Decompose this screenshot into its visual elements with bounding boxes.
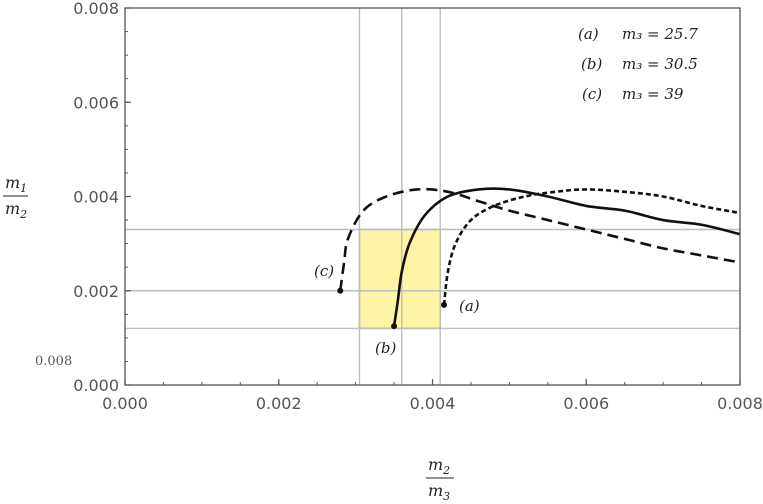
y-tick-label: 0.008 xyxy=(73,0,119,18)
x-tick-label: 0.002 xyxy=(256,394,302,413)
x-label-num: m xyxy=(428,455,443,474)
y-tick-label: 0.004 xyxy=(73,188,119,207)
curve-label-a: (a) xyxy=(459,297,480,315)
x-tick-label: 0.006 xyxy=(563,394,609,413)
x-tick-label: 0.004 xyxy=(410,394,456,413)
y-tick-label: 0.002 xyxy=(73,282,119,301)
svg-text:m2: m2 xyxy=(5,199,27,221)
y-label-num: m xyxy=(5,173,20,192)
x-label-den-sub: 3 xyxy=(443,490,450,503)
legend-entry-b-name: (b) xyxy=(581,55,602,73)
legend-entry-c-param: m₃ = 39 xyxy=(622,85,684,103)
legend: (a) m₃ = 25.7 (b) m₃ = 30.5 (c) m₃ = 39 xyxy=(578,25,698,103)
series-endpoint-c xyxy=(337,287,344,294)
svg-text:m2: m2 xyxy=(428,455,450,477)
ticks-layer: 0.000 0.002 0.004 0.006 0.008 0.000 0.002 0.004… xyxy=(73,0,763,413)
series-layer xyxy=(338,187,741,327)
x-tick-label: 0.000 xyxy=(102,394,148,413)
svg-text:m3: m3 xyxy=(428,481,450,503)
x-axis-label: m2 m3 xyxy=(426,455,454,503)
y-tick-label: 0.006 xyxy=(73,93,119,112)
y-label-den-sub: 2 xyxy=(19,208,27,221)
legend-entry-b-param: m₃ = 30.5 xyxy=(622,55,698,73)
series-line-a xyxy=(442,188,741,306)
legend-entry-a-name: (a) xyxy=(578,25,599,43)
x-label-den: m xyxy=(428,481,443,500)
legend-entry-a-param: m₃ = 25.7 xyxy=(622,25,698,43)
endpoints-layer xyxy=(337,287,448,330)
series-endpoint-b xyxy=(391,323,398,330)
curve-label-b: (b) xyxy=(375,339,396,357)
reference-lines-layer xyxy=(125,8,740,385)
x-tick-label: 0.008 xyxy=(717,394,763,413)
series-line-b xyxy=(392,187,741,327)
y-tick-label: 0.000 xyxy=(73,376,119,395)
x-label-num-sub: 2 xyxy=(442,464,450,477)
stray-label: 0.008 xyxy=(35,354,72,369)
curve-label-c: (c) xyxy=(314,262,334,280)
y-label-den: m xyxy=(5,199,20,218)
series-endpoint-a xyxy=(441,301,448,308)
svg-text:m1: m1 xyxy=(5,173,27,195)
series-line-c xyxy=(338,187,741,291)
y-label-num-sub: 1 xyxy=(20,182,27,195)
legend-entry-c-name: (c) xyxy=(582,85,602,103)
y-axis-label: m1 m2 xyxy=(3,173,28,221)
